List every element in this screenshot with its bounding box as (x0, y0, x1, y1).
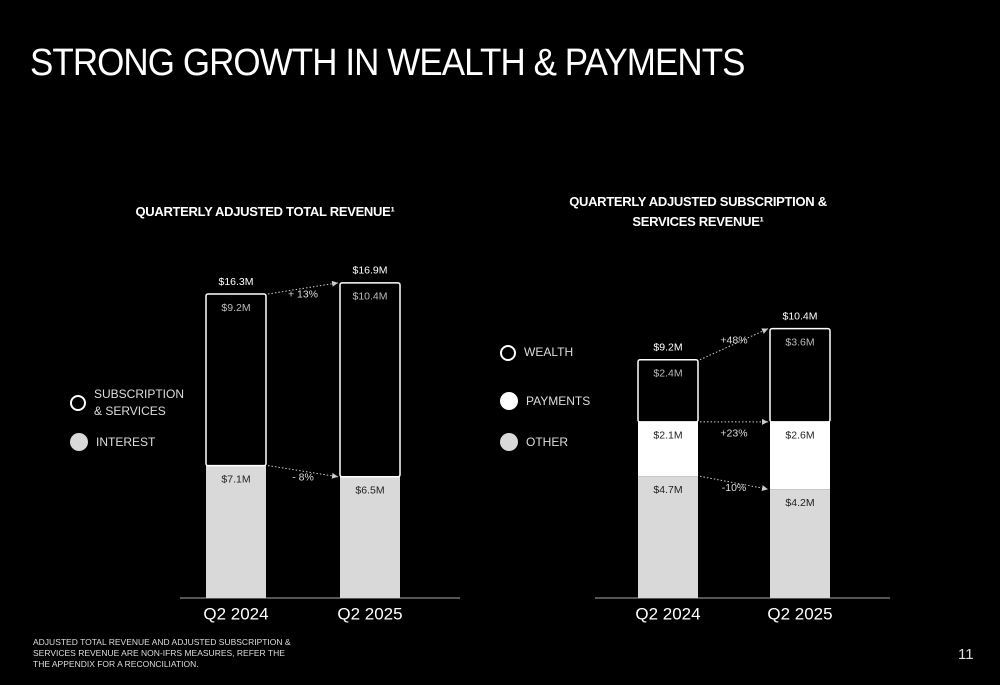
change-label: + 13% (288, 289, 318, 301)
chart-title: QUARTERLY ADJUSTED SUBSCRIPTION & SERVIC… (569, 194, 827, 229)
legend-swatch (500, 433, 518, 451)
category-label: Q2 2024 (635, 604, 700, 623)
footnote: ADJUSTED TOTAL REVENUE AND ADJUSTED SUBS… (33, 637, 291, 669)
value-label: $6.5M (355, 485, 384, 497)
change-label: +48% (720, 334, 747, 346)
value-label: $7.1M (221, 473, 250, 485)
legend-label: OTHER (526, 434, 568, 449)
value-label: $2.6M (785, 430, 814, 442)
legend-item: OTHER (500, 433, 620, 451)
legend-swatch (500, 392, 518, 410)
chart-title: QUARTERLY ADJUSTED TOTAL REVENUE¹ (135, 204, 395, 219)
legend-label: SUBSCRIPTION & SERVICES (94, 387, 185, 418)
value-label: $2.4M (653, 368, 682, 380)
bar-segment (340, 476, 400, 598)
legend-item: WEALTH (500, 344, 620, 361)
bar-segment (339, 282, 401, 478)
category-label: Q2 2024 (203, 604, 268, 623)
bar-segment (770, 489, 830, 598)
legend-swatch (70, 433, 88, 451)
legend-label: WEALTH (524, 345, 574, 359)
value-label: $4.2M (785, 497, 814, 509)
total-label: $9.2M (653, 342, 682, 354)
slide-title: STRONG GROWTH IN WEALTH & PAYMENTS (30, 42, 745, 84)
bar-segment (206, 465, 266, 598)
value-label: $10.4M (352, 291, 387, 303)
value-label: $3.6M (785, 336, 814, 348)
change-label: +23% (720, 428, 747, 440)
total-label: $10.4M (782, 310, 817, 322)
change-connector (267, 280, 339, 295)
legend-item: PAYMENTS (500, 392, 620, 410)
change-connector (699, 475, 769, 492)
page-number: 11 (958, 646, 974, 663)
bar-segment (769, 327, 831, 423)
value-label: $9.2M (221, 302, 250, 314)
value-label: $2.1M (653, 430, 682, 442)
bar-segment (770, 421, 830, 490)
change-label: - 8% (292, 471, 314, 483)
change-label: -10% (722, 482, 747, 494)
bar-segment (205, 293, 267, 467)
bar-segment (638, 421, 698, 477)
legend-item: SUBSCRIPTION & SERVICES (70, 386, 190, 420)
legend-item: INTEREST (70, 433, 190, 451)
category-label: Q2 2025 (337, 604, 402, 623)
bar-segment (637, 358, 699, 423)
legend-label: INTEREST (96, 434, 156, 449)
change-connector (267, 465, 339, 479)
total-label: $16.3M (218, 276, 253, 288)
legend-swatch (500, 344, 516, 361)
category-label: Q2 2025 (767, 604, 832, 623)
bar-segment (638, 476, 698, 598)
value-label: $4.7M (653, 484, 682, 496)
legend-label: PAYMENTS (526, 393, 591, 408)
total-label: $16.9M (352, 265, 387, 277)
legend-swatch (70, 395, 86, 411)
